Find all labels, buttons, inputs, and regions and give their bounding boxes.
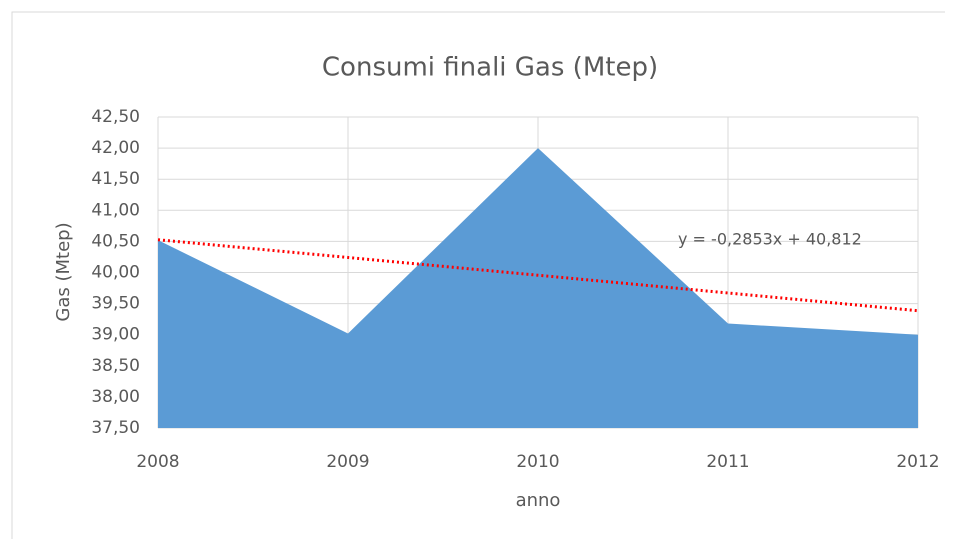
y-tick-label: 40,50 — [91, 231, 140, 251]
y-axis-label: Gas (Mtep) — [53, 222, 74, 321]
chart-border — [11, 11, 945, 539]
area — [158, 148, 918, 428]
y-tick-label: 41,50 — [91, 169, 140, 189]
y-tick-label: 41,00 — [91, 200, 140, 220]
y-tick-label: 42,50 — [91, 107, 140, 127]
trendline-label: y = -0,2853x + 40,812 — [678, 230, 862, 249]
x-tick-label: 2008 — [136, 452, 179, 472]
y-tick-label: 39,50 — [91, 294, 140, 314]
y-tick-label: 38,50 — [91, 356, 140, 376]
x-tick-label: 2011 — [706, 452, 749, 472]
x-tick-label: 2009 — [326, 452, 369, 472]
x-tick-label: 2012 — [896, 452, 939, 472]
y-tick-label: 38,00 — [91, 387, 140, 407]
y-tick-label: 42,00 — [91, 138, 140, 158]
y-tick-label: 39,00 — [91, 325, 140, 345]
y-tick-label: 37,50 — [91, 418, 140, 438]
x-tick-label: 2010 — [516, 452, 559, 472]
x-axis-label: anno — [516, 490, 561, 511]
chart-title: Consumi finali Gas (Mtep) — [322, 53, 658, 83]
y-tick-label: 40,00 — [91, 263, 140, 283]
trendline — [157, 238, 919, 313]
